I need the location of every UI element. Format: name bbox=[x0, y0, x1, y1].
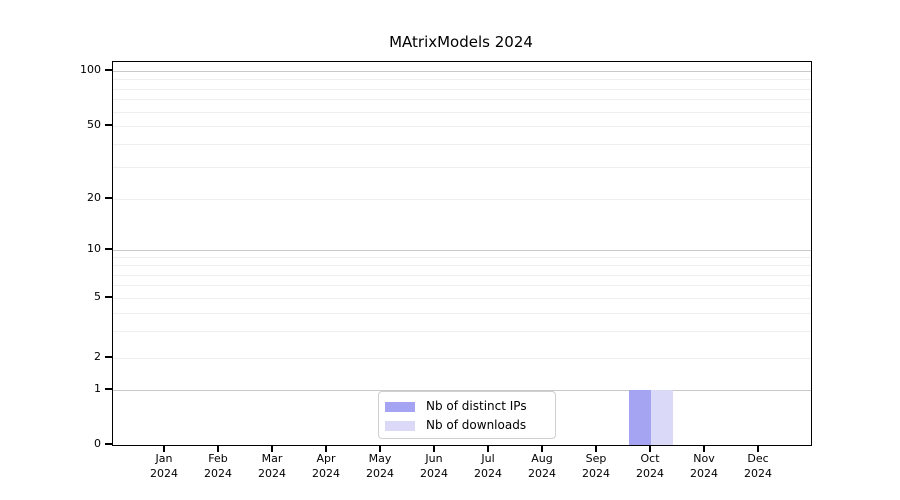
minor-gridline bbox=[113, 257, 811, 259]
minor-gridline bbox=[113, 111, 811, 113]
y-tick-label: 5 bbox=[94, 290, 101, 303]
x-tick-label: Jun 2024 bbox=[420, 452, 448, 480]
y-tick-label: 2 bbox=[94, 350, 101, 363]
major-gridline bbox=[113, 71, 811, 72]
bar-downloads bbox=[651, 390, 673, 445]
x-tick-label: May 2024 bbox=[366, 452, 394, 480]
minor-gridline bbox=[113, 285, 811, 287]
y-tick-mark bbox=[105, 69, 112, 71]
x-tick-mark bbox=[163, 446, 165, 452]
x-tick-label: Jul 2024 bbox=[474, 452, 502, 480]
minor-gridline bbox=[113, 79, 811, 81]
y-tick-mark bbox=[105, 388, 112, 390]
y-tick-mark bbox=[105, 443, 112, 445]
y-tick-label: 100 bbox=[80, 63, 101, 76]
minor-gridline bbox=[113, 358, 811, 359]
legend-label-downloads: Nb of downloads bbox=[426, 418, 527, 432]
legend-swatch-distinct-ips-icon bbox=[385, 401, 415, 412]
x-tick-mark bbox=[757, 446, 759, 452]
minor-gridline bbox=[113, 143, 811, 145]
legend-label-distinct-ips: Nb of distinct IPs bbox=[426, 399, 527, 413]
y-tick-label: 1 bbox=[94, 382, 101, 395]
x-tick-label: Apr 2024 bbox=[312, 452, 340, 480]
x-tick-mark bbox=[433, 446, 435, 452]
plot-area bbox=[112, 61, 812, 446]
x-tick-mark bbox=[541, 446, 543, 452]
legend-entry-distinct-ips: Nb of distinct IPs bbox=[379, 397, 555, 416]
minor-gridline bbox=[113, 298, 811, 299]
y-tick-mark bbox=[105, 296, 112, 298]
x-tick-mark bbox=[487, 446, 489, 452]
x-tick-label: Feb 2024 bbox=[204, 452, 232, 480]
x-tick-mark bbox=[217, 446, 219, 452]
y-tick-label: 0 bbox=[94, 437, 101, 450]
x-tick-label: Sep 2024 bbox=[582, 452, 610, 480]
minor-gridline bbox=[113, 99, 811, 101]
y-tick-label: 20 bbox=[87, 191, 101, 204]
major-gridline bbox=[113, 250, 811, 251]
x-tick-mark bbox=[325, 446, 327, 452]
minor-gridline bbox=[113, 331, 811, 333]
y-tick-mark bbox=[105, 248, 112, 250]
x-tick-mark bbox=[379, 446, 381, 452]
y-tick-mark bbox=[105, 356, 112, 358]
x-tick-mark bbox=[703, 446, 705, 452]
minor-gridline bbox=[113, 126, 811, 127]
x-tick-mark bbox=[271, 446, 273, 452]
x-tick-mark bbox=[649, 446, 651, 452]
minor-gridline bbox=[113, 274, 811, 276]
legend: Nb of distinct IPs Nb of downloads bbox=[378, 391, 556, 439]
y-tick-mark bbox=[105, 124, 112, 126]
minor-gridline bbox=[113, 265, 811, 267]
y-tick-label: 10 bbox=[87, 242, 101, 255]
minor-gridline bbox=[113, 312, 811, 314]
x-tick-label: Oct 2024 bbox=[636, 452, 664, 480]
chart-title: MAtrixModels 2024 bbox=[389, 33, 533, 51]
x-tick-label: Dec 2024 bbox=[744, 452, 772, 480]
major-gridline bbox=[113, 390, 811, 391]
x-tick-label: Nov 2024 bbox=[690, 452, 718, 480]
legend-entry-downloads: Nb of downloads bbox=[379, 416, 555, 435]
minor-gridline bbox=[113, 199, 811, 200]
x-tick-label: Aug 2024 bbox=[528, 452, 556, 480]
legend-swatch-downloads-icon bbox=[385, 420, 415, 431]
x-tick-label: Mar 2024 bbox=[258, 452, 286, 480]
minor-gridline bbox=[113, 88, 811, 90]
y-tick-label: 50 bbox=[87, 118, 101, 131]
minor-gridline bbox=[113, 166, 811, 168]
bar-distinct-ips bbox=[629, 390, 651, 445]
x-tick-mark bbox=[595, 446, 597, 452]
x-tick-label: Jan 2024 bbox=[150, 452, 178, 480]
y-tick-mark bbox=[105, 197, 112, 199]
